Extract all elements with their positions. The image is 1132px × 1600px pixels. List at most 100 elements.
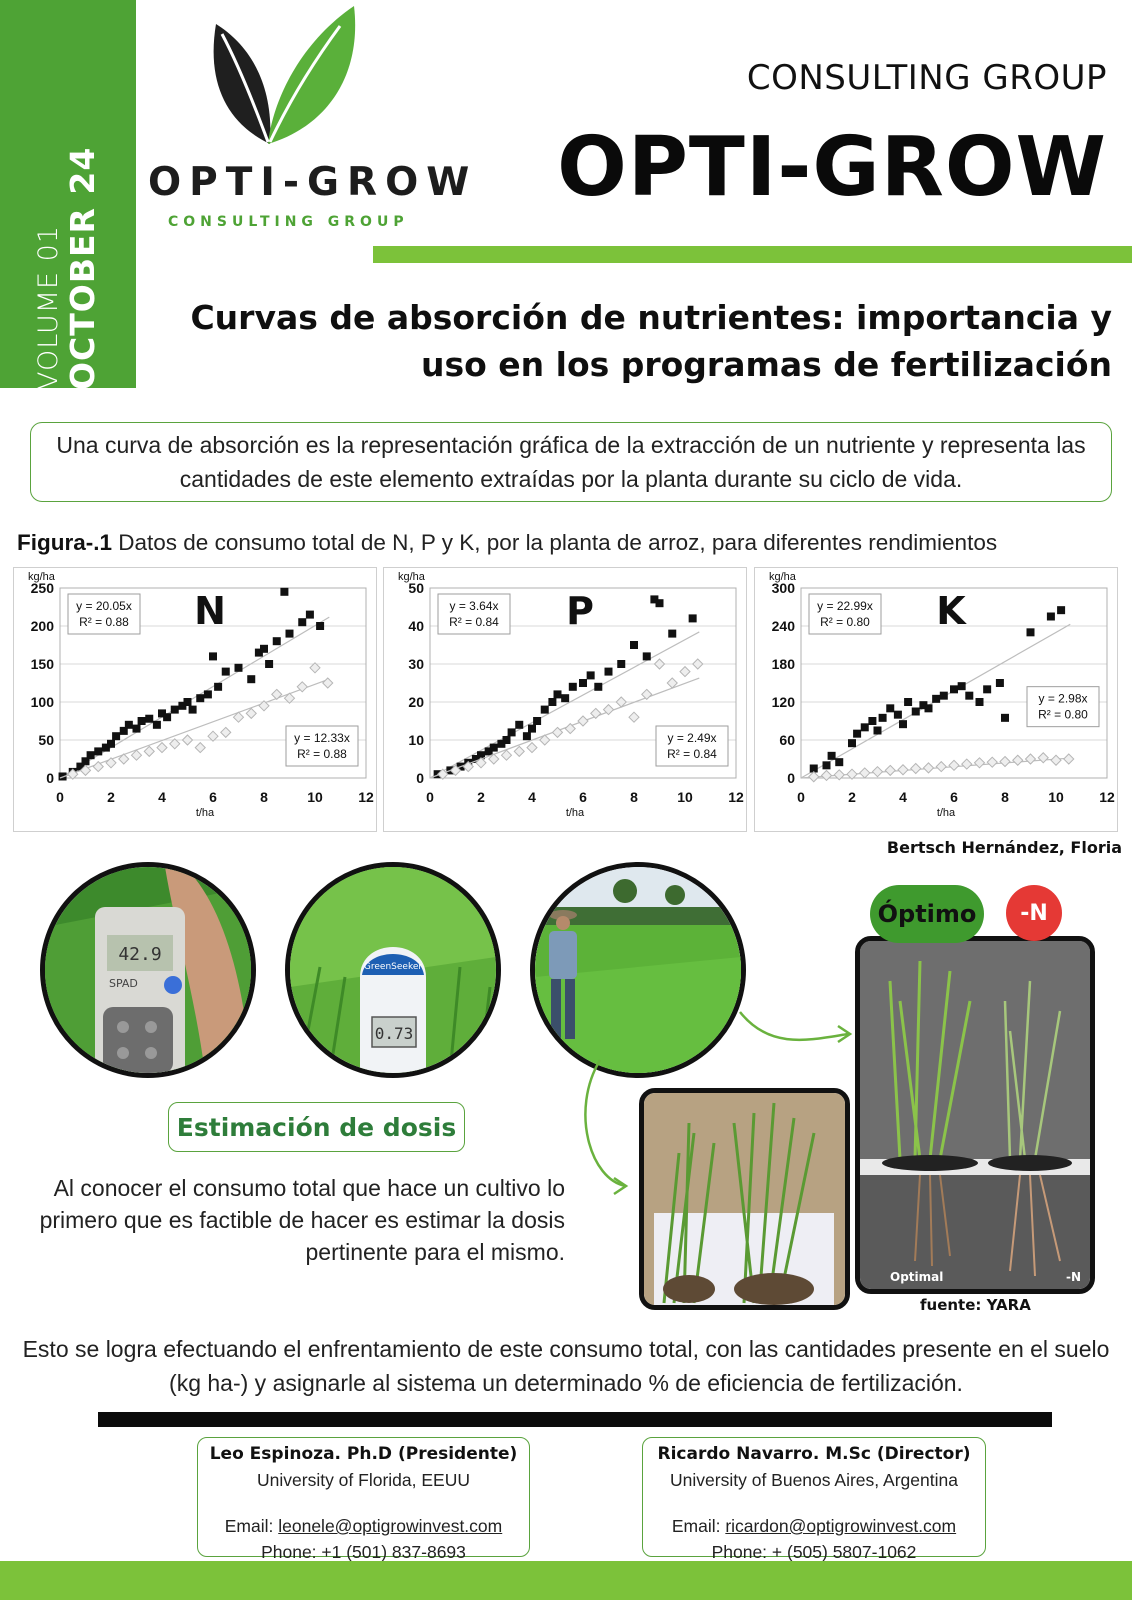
data-point-square — [688, 614, 697, 623]
data-point-square — [650, 595, 659, 604]
data-point-square — [932, 694, 941, 703]
data-point-square — [965, 691, 974, 700]
x-tick-label: 8 — [630, 789, 638, 805]
photo-field-worker — [530, 862, 746, 1078]
data-point-diamond — [590, 707, 602, 720]
data-point-diamond — [846, 768, 858, 780]
chart-p: 0 10 20 30 40 50 0 2 4 6 8 10 12 kg/ha t/ha Py = 3.64x R… — [398, 571, 744, 819]
data-point-square — [1001, 713, 1009, 722]
data-point-square — [152, 720, 161, 729]
chart-title: K — [936, 589, 967, 633]
data-point-diamond — [92, 760, 104, 773]
contact-name: Ricardo Navarro. M.Sc (Director) — [657, 1444, 971, 1464]
y-tick-label: 300 — [772, 580, 796, 596]
data-point-square — [827, 751, 836, 760]
data-point-diamond — [296, 681, 308, 693]
equation-label: y = 2.49x — [667, 731, 716, 745]
data-point-diamond — [653, 658, 666, 670]
estimation-text: Al conocer el consumo total que hace un … — [39, 1175, 565, 1265]
data-point-diamond — [577, 715, 589, 727]
data-point-diamond — [692, 658, 704, 670]
contact-phone: Phone: +1 (501) 837-8693 — [261, 1542, 466, 1562]
email-label: Email: — [224, 1516, 279, 1536]
data-point-diamond — [105, 757, 117, 769]
email-label: Email: — [671, 1516, 726, 1536]
data-point-diamond — [884, 764, 896, 777]
data-point-square — [489, 743, 498, 752]
equation-label: y = 22.99x — [817, 599, 873, 613]
x-tick-label: 0 — [426, 789, 434, 805]
contact-email-link[interactable]: ricardon@optigrowinvest.com — [725, 1516, 957, 1536]
figure-caption-text: Datos de consumo total de N, P y K, por … — [112, 530, 998, 555]
y-tick-label: 50 — [38, 732, 54, 748]
title-divider — [373, 246, 1132, 263]
equation-box — [437, 593, 511, 635]
y-tick-label: 240 — [772, 618, 796, 634]
data-point-square — [158, 709, 166, 718]
greenseeker-label: GreenSeeker — [364, 962, 422, 972]
data-point-diamond — [961, 758, 973, 770]
data-point-square — [170, 705, 179, 714]
x-tick-label: 2 — [848, 789, 856, 805]
contact-affiliation: University of Buenos Aires, Argentina — [670, 1470, 958, 1490]
data-point-square — [507, 728, 516, 737]
data-point-diamond — [999, 755, 1011, 768]
chart-title: P — [566, 589, 594, 633]
volume-label: VOLUME 01 — [33, 224, 64, 390]
data-point-square — [1046, 612, 1055, 621]
contact-card-director: Ricardo Navarro. M.Sc (Director) Univers… — [642, 1437, 986, 1562]
brand-subtitle: CONSULTING GROUP — [746, 58, 1107, 98]
estimation-badge: Estimación de dosis — [168, 1102, 465, 1152]
x-tick-label: 8 — [260, 789, 268, 805]
data-point-square — [983, 685, 992, 694]
data-point-diamond — [628, 711, 640, 723]
trend-line — [800, 757, 1071, 779]
photo-spad-meter: 42.9 SPAD — [40, 862, 256, 1078]
data-point-square — [502, 736, 511, 744]
data-point-square — [214, 682, 223, 691]
data-point-diamond — [258, 700, 270, 712]
equation-box — [1026, 686, 1100, 728]
data-point-square — [586, 671, 595, 680]
x-tick-label: 10 — [307, 789, 323, 805]
trend-line — [429, 631, 700, 779]
x-tick-label: 0 — [797, 789, 805, 805]
y-tick-label: 120 — [772, 694, 796, 710]
spad-label: SPAD — [109, 977, 138, 990]
definition-text: Una curva de absorción es la representac… — [56, 432, 1086, 492]
y-tick-label: 30 — [408, 656, 424, 672]
plot-frame — [429, 587, 737, 779]
contact-card-president: Leo Espinoza. Ph.D (Presidente) Universi… — [197, 1437, 530, 1562]
y-tick-label: 10 — [408, 732, 424, 748]
data-point-square — [528, 724, 536, 733]
definition-box: Una curva de absorción es la representac… — [30, 422, 1112, 502]
data-point-square — [254, 648, 263, 657]
data-point-square — [163, 713, 172, 722]
y-tick-label: 0 — [46, 770, 54, 786]
data-point-square — [904, 698, 913, 706]
data-point-square — [860, 723, 869, 732]
data-point-diamond — [220, 726, 232, 739]
contact-email-link[interactable]: leonele@optigrowinvest.com — [278, 1516, 503, 1536]
data-point-square — [950, 685, 958, 694]
spad-reading: 42.9 — [118, 944, 161, 965]
x-tick-label: 10 — [1048, 789, 1064, 805]
x-tick-label: 4 — [899, 789, 907, 805]
chart-k: 0 60 120 180 240 300 0 2 4 6 8 10 12 kg/ha t/ha Ky = 22… — [769, 571, 1115, 819]
data-point-square — [316, 622, 325, 630]
issue-info: VOLUME 01 OCTOBER 24 — [23, 70, 113, 390]
figure-caption: Figura-.1 Datos de consumo total de N, P… — [17, 530, 997, 556]
data-point-square — [630, 641, 638, 649]
data-point-square — [655, 599, 664, 608]
r2-label: R² = 0.88 — [297, 747, 347, 761]
contact-email-line: Email: ricardon@optigrowinvest.com — [643, 1513, 985, 1539]
equation-label: y = 12.33x — [294, 731, 350, 745]
data-point-square — [188, 705, 197, 714]
data-point-square — [81, 757, 90, 766]
x-axis-label: t/ha — [937, 807, 956, 819]
y-tick-label: 250 — [31, 580, 55, 596]
data-point-square — [886, 704, 895, 713]
data-point-square — [848, 739, 856, 748]
